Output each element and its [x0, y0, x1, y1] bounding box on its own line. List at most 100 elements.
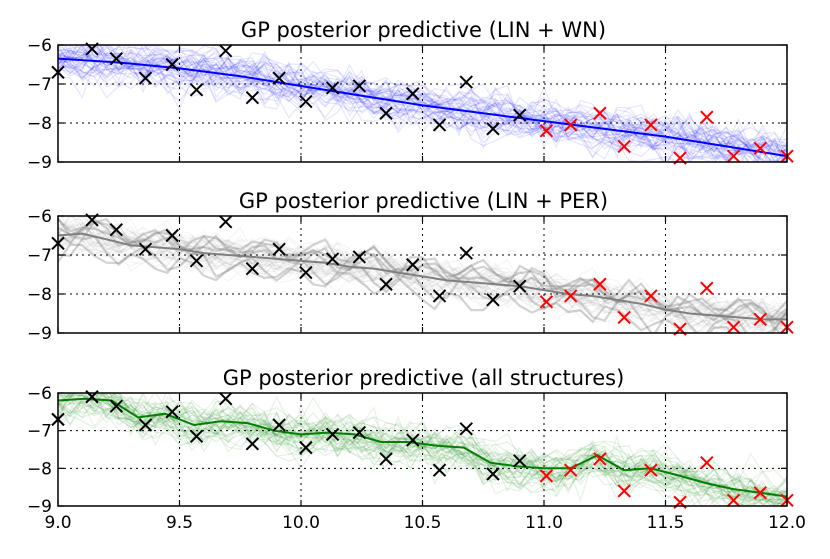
held-out-point-stroke-b	[617, 139, 631, 154]
posterior-sample-line	[58, 393, 787, 501]
observed-point-stroke-b	[138, 418, 153, 432]
observed-point-stroke-b	[379, 452, 393, 466]
y-tick-label: −7	[27, 246, 52, 266]
observed-point	[432, 289, 447, 303]
observed-point	[138, 242, 153, 256]
observed-point-stroke-b	[138, 71, 153, 85]
posterior-sample-line	[58, 394, 787, 506]
observed-point	[165, 405, 179, 419]
held-out-point	[593, 452, 607, 466]
observed-point-stroke-b	[352, 79, 367, 93]
observed-point-stroke-b	[325, 252, 340, 266]
observed-point-stroke-b	[379, 277, 393, 291]
observed-point-stroke-b	[189, 429, 204, 444]
observed-point-stroke-b	[189, 83, 204, 97]
observed-point	[352, 79, 367, 93]
held-out-point	[753, 141, 767, 156]
observed-point-stroke-b	[272, 71, 286, 85]
held-out-point-stroke-b	[753, 312, 767, 327]
observed-point-stroke-b	[272, 242, 286, 256]
held-out-point-stroke-b	[726, 493, 741, 508]
held-out-point	[539, 469, 554, 483]
observed-point	[512, 454, 527, 468]
y-tick-label: −6	[27, 207, 52, 227]
observed-point	[406, 258, 420, 272]
observed-point	[379, 277, 393, 291]
posterior-sample-line	[58, 220, 787, 327]
observed-point	[406, 433, 420, 447]
observed-point	[138, 418, 153, 432]
observed-point	[459, 422, 473, 436]
observed-point	[272, 71, 286, 85]
observed-point	[379, 106, 393, 120]
held-out-point	[700, 281, 714, 295]
observed-point	[165, 228, 179, 243]
posterior-sample-line	[58, 45, 787, 162]
held-out-point-stroke-b	[617, 484, 631, 498]
y-tick-label: −8	[27, 459, 52, 479]
posterior-sample-line	[58, 225, 787, 329]
observed-point-stroke-b	[165, 405, 179, 419]
y-tick-label: −9	[27, 497, 52, 517]
observed-point	[352, 425, 367, 440]
mean-line-group	[58, 397, 787, 498]
held-out-point	[564, 463, 578, 477]
observed-point-stroke-b	[138, 242, 153, 256]
x-tick-label: 9.0	[44, 513, 71, 533]
held-out-point-stroke-b	[700, 281, 714, 295]
chart-title: GP posterior predictive (LIN + WN)	[241, 18, 606, 42]
observed-point	[325, 252, 340, 266]
observed-point	[245, 90, 260, 105]
observed-point-stroke-b	[245, 437, 260, 451]
held-out-point-stroke-b	[593, 452, 607, 466]
observed-point	[512, 108, 527, 122]
held-out-point-stroke-b	[726, 149, 741, 163]
held-out-point-stroke-b	[700, 110, 714, 124]
x-tick-label: 10.5	[404, 513, 442, 533]
observed-point	[138, 71, 153, 85]
observed-point-stroke-b	[352, 250, 367, 264]
posterior-sample-line	[58, 45, 787, 153]
posterior-sample-line	[58, 393, 787, 506]
posterior-sample-line	[58, 216, 787, 332]
held-out-point	[593, 277, 607, 291]
observed-point-stroke-b	[432, 118, 447, 132]
held-out-point-stroke-b	[617, 310, 631, 325]
posterior-sample-line	[58, 223, 787, 318]
held-out-point	[700, 455, 714, 470]
held-out-point	[564, 289, 578, 303]
observed-point	[245, 437, 260, 451]
held-out-point-stroke-b	[564, 463, 578, 477]
held-out-point-stroke-b	[593, 277, 607, 291]
observed-point-stroke-b	[459, 75, 473, 89]
observed-point-stroke-b	[109, 51, 124, 66]
observed-point	[218, 215, 233, 229]
observed-point-stroke-b	[459, 422, 473, 436]
held-out-point-stroke-b	[644, 289, 658, 303]
held-out-point-stroke-b	[726, 320, 741, 334]
mean-line-group	[58, 57, 787, 158]
observed-point	[512, 279, 527, 293]
posterior-sample-line	[58, 230, 787, 327]
observed-point-stroke-b	[512, 108, 527, 122]
held-out-point-stroke-b	[564, 118, 578, 132]
held-out-point	[753, 312, 767, 327]
held-out-point	[726, 320, 741, 334]
observed-point	[486, 122, 500, 136]
x-tick-label: 11.0	[525, 513, 563, 533]
observed-point	[459, 246, 473, 260]
observed-point	[432, 463, 447, 477]
observed-point	[299, 94, 313, 109]
observed-point-stroke-b	[189, 254, 204, 268]
observed-point-stroke-b	[432, 463, 447, 477]
observed-point-stroke-b	[165, 57, 179, 72]
held-out-point-stroke-b	[644, 463, 658, 477]
x-tick-label: 11.5	[647, 513, 685, 533]
observed-point-stroke-b	[218, 44, 233, 58]
posterior-sample-line	[58, 394, 787, 503]
chart-panel-2: −6 −7 −8 −9 GP posterior predictive (LIN + P…	[27, 189, 794, 344]
held-out-point	[726, 149, 741, 163]
posterior-sample-line	[58, 400, 787, 506]
